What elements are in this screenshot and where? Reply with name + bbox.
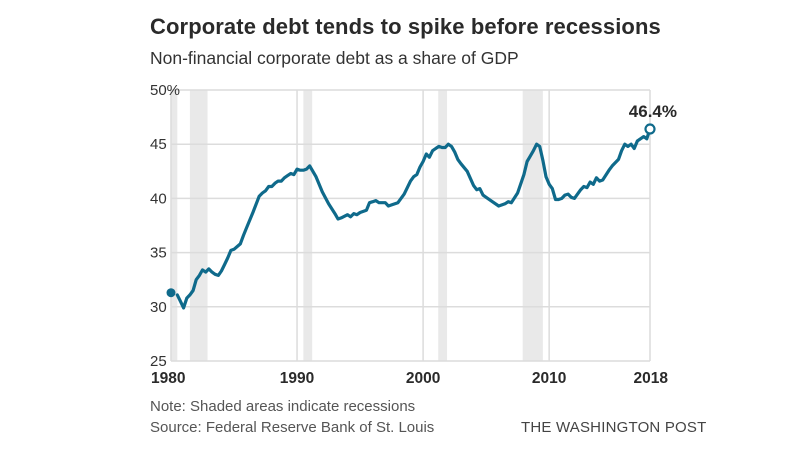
x-tick-label: 1990 [280, 370, 314, 387]
recession-band [303, 90, 313, 361]
x-tick-label: 1980 [151, 370, 185, 387]
start-point-marker [166, 288, 176, 298]
recession-bands [171, 90, 543, 361]
x-tick-label: 2000 [406, 370, 440, 387]
x-axis: 1980 1990 2000 2010 2018 [151, 370, 668, 387]
y-axis: 50% 45 40 35 30 25 [150, 82, 180, 370]
end-point-marker [644, 123, 656, 135]
end-value-label: 46.4% [629, 102, 677, 121]
publisher-credit: THE WASHINGTON POST [521, 419, 707, 436]
footnote-recessions: Note: Shaded areas indicate recessions [150, 398, 416, 415]
recession-band [522, 90, 543, 361]
y-tick-label: 25 [150, 353, 167, 370]
series-layer [175, 127, 652, 310]
gridlines [170, 89, 651, 362]
recession-band [438, 90, 448, 361]
y-tick-label: 45 [150, 136, 167, 153]
x-tick-label: 2018 [634, 370, 669, 387]
series-line [175, 127, 652, 310]
x-tick-label: 2010 [532, 370, 566, 387]
recession-band [171, 90, 178, 361]
y-tick-label: 35 [150, 245, 167, 262]
y-tick-label: 30 [150, 299, 167, 316]
y-tick-label: 40 [150, 190, 167, 207]
chart-subtitle: Non-financial corporate debt as a share … [150, 48, 519, 68]
annotations: 46.4% [166, 102, 677, 298]
source-credit: Source: Federal Reserve Bank of St. Loui… [150, 419, 435, 436]
recession-band [189, 90, 208, 361]
y-tick-label: 50% [150, 82, 180, 99]
chart-title: Corporate debt tends to spike before rec… [150, 14, 661, 39]
